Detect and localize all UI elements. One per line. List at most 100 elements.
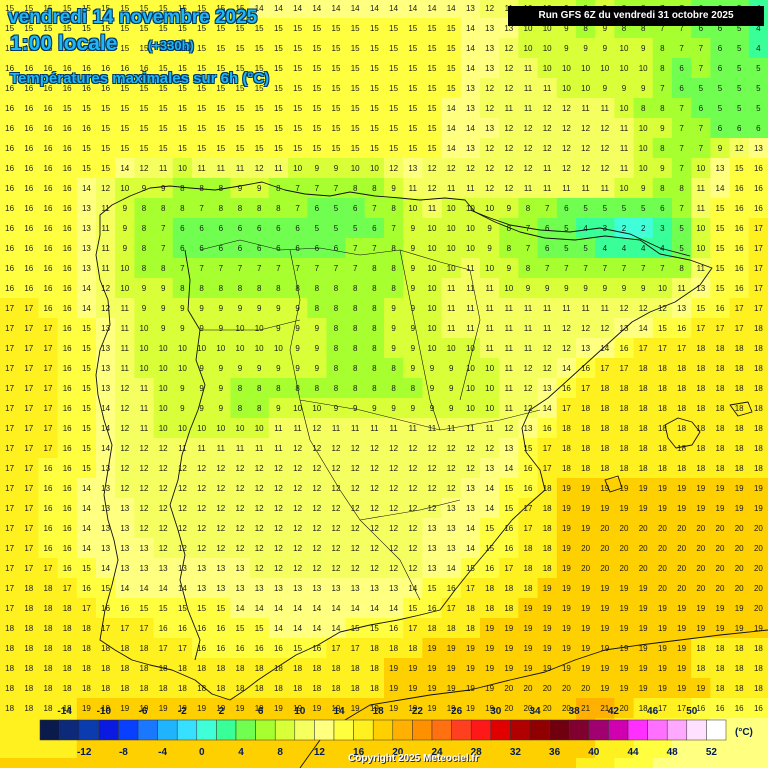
temperature-cell (748, 338, 768, 359)
temperature-value: 13 (485, 464, 494, 473)
temperature-value: 16 (44, 464, 53, 473)
temperature-cell (480, 0, 500, 19)
temperature-value: 12 (389, 444, 398, 453)
temperature-value: 15 (408, 24, 417, 33)
temperature-value: 12 (562, 164, 571, 173)
temperature-cell (288, 98, 308, 119)
temperature-value: 17 (44, 384, 53, 393)
temperature-value: 20 (581, 564, 590, 573)
temperature-cell (364, 38, 385, 59)
temperature-value: 11 (236, 444, 245, 453)
temperature-value: 8 (180, 204, 185, 213)
temperature-cell (633, 118, 654, 139)
temperature-value: 20 (754, 544, 763, 553)
temperature-cell (326, 198, 347, 219)
temperature-value: 9 (295, 344, 300, 353)
temperature-value: 12 (312, 424, 321, 433)
temperature-value: 16 (24, 284, 33, 293)
temperature-value: 15 (716, 244, 725, 253)
temperature-cell (614, 178, 635, 199)
temperature-value: 16 (63, 564, 72, 573)
temperature-value: 19 (639, 684, 648, 693)
temperature-value: 12 (370, 484, 379, 493)
temperature-value: 15 (312, 84, 321, 93)
temperature-value: 15 (120, 144, 129, 153)
temperature-cell (537, 98, 558, 119)
temperature-cell (729, 758, 750, 768)
temperature-value: 19 (600, 664, 609, 673)
legend-swatch (470, 719, 492, 741)
temperature-cell (57, 298, 78, 319)
temperature-cell (0, 0, 20, 19)
temperature-cell (518, 398, 539, 419)
temperature-value: 17 (44, 444, 53, 453)
temperature-cell (518, 58, 539, 79)
temperature-value: 18 (351, 684, 360, 693)
temperature-cell (499, 258, 519, 279)
temperature-cell (384, 98, 404, 119)
temperature-value: 16 (716, 304, 725, 313)
temperature-value: 9 (238, 304, 243, 313)
temperature-value: 17 (5, 464, 14, 473)
temperature-cell (307, 118, 327, 139)
temperature-cell (518, 378, 539, 399)
temperature-value: 8 (315, 384, 320, 393)
temperature-value: 13 (332, 584, 341, 593)
temperature-cell (268, 78, 289, 99)
temperature-value: 15 (82, 444, 91, 453)
temperature-value: 8 (372, 344, 377, 353)
temperature-value: 4 (641, 244, 646, 253)
temperature-value: 9 (641, 184, 646, 193)
temperature-value: 9 (660, 164, 665, 173)
temperature-cell (614, 758, 635, 768)
temperature-value: 9 (161, 304, 166, 313)
temperature-value: 10 (178, 344, 187, 353)
temperature-value: 9 (334, 404, 339, 413)
temperature-cell (0, 218, 20, 239)
temperature-cell (422, 38, 443, 59)
temperature-value: 18 (754, 404, 763, 413)
temperature-value: 16 (562, 384, 571, 393)
temperature-value: 18 (293, 664, 302, 673)
temperature-value: 11 (409, 184, 418, 193)
temperature-cell (249, 258, 270, 279)
temperature-cell (211, 178, 231, 199)
temperature-value: 18 (466, 624, 475, 633)
temperature-value: 12 (332, 544, 341, 553)
temperature-value: 14 (543, 404, 552, 413)
temperature-value: 16 (44, 204, 53, 213)
temperature-cell (480, 138, 500, 159)
temperature-value: 14 (466, 44, 475, 53)
temperature-value: 9 (276, 364, 281, 373)
temperature-cell (134, 378, 155, 399)
temperature-value: 18 (735, 384, 744, 393)
temperature-cell (96, 298, 116, 319)
temperature-value: 9 (161, 284, 166, 293)
temperature-value: 12 (293, 464, 302, 473)
temperature-value: 18 (735, 424, 744, 433)
temperature-cell (76, 358, 97, 379)
temperature-cell (384, 338, 404, 359)
temperature-cell (268, 58, 289, 79)
temperature-value: 5 (583, 204, 588, 213)
temperature-value: 14 (408, 4, 417, 13)
temperature-cell (307, 178, 327, 199)
temperature-cell (460, 58, 481, 79)
temperature-value: 12 (562, 344, 571, 353)
temperature-cell (614, 98, 635, 119)
temperature-value: 19 (389, 684, 398, 693)
temperature-value: 18 (24, 624, 33, 633)
temperature-value: 5 (603, 204, 608, 213)
temperature-cell (57, 58, 78, 79)
temperature-value: 14 (716, 184, 725, 193)
temperature-value: 8 (353, 364, 358, 373)
temperature-cell (576, 58, 596, 79)
temperature-value: 8 (238, 404, 243, 413)
temperature-value: 18 (63, 624, 72, 633)
legend-bottom-label: 8 (277, 747, 283, 758)
temperature-cell (518, 258, 539, 279)
temperature-value: 11 (524, 64, 533, 73)
temperature-cell (326, 358, 347, 379)
temperature-cell (153, 138, 174, 159)
temperature-cell (422, 218, 443, 239)
